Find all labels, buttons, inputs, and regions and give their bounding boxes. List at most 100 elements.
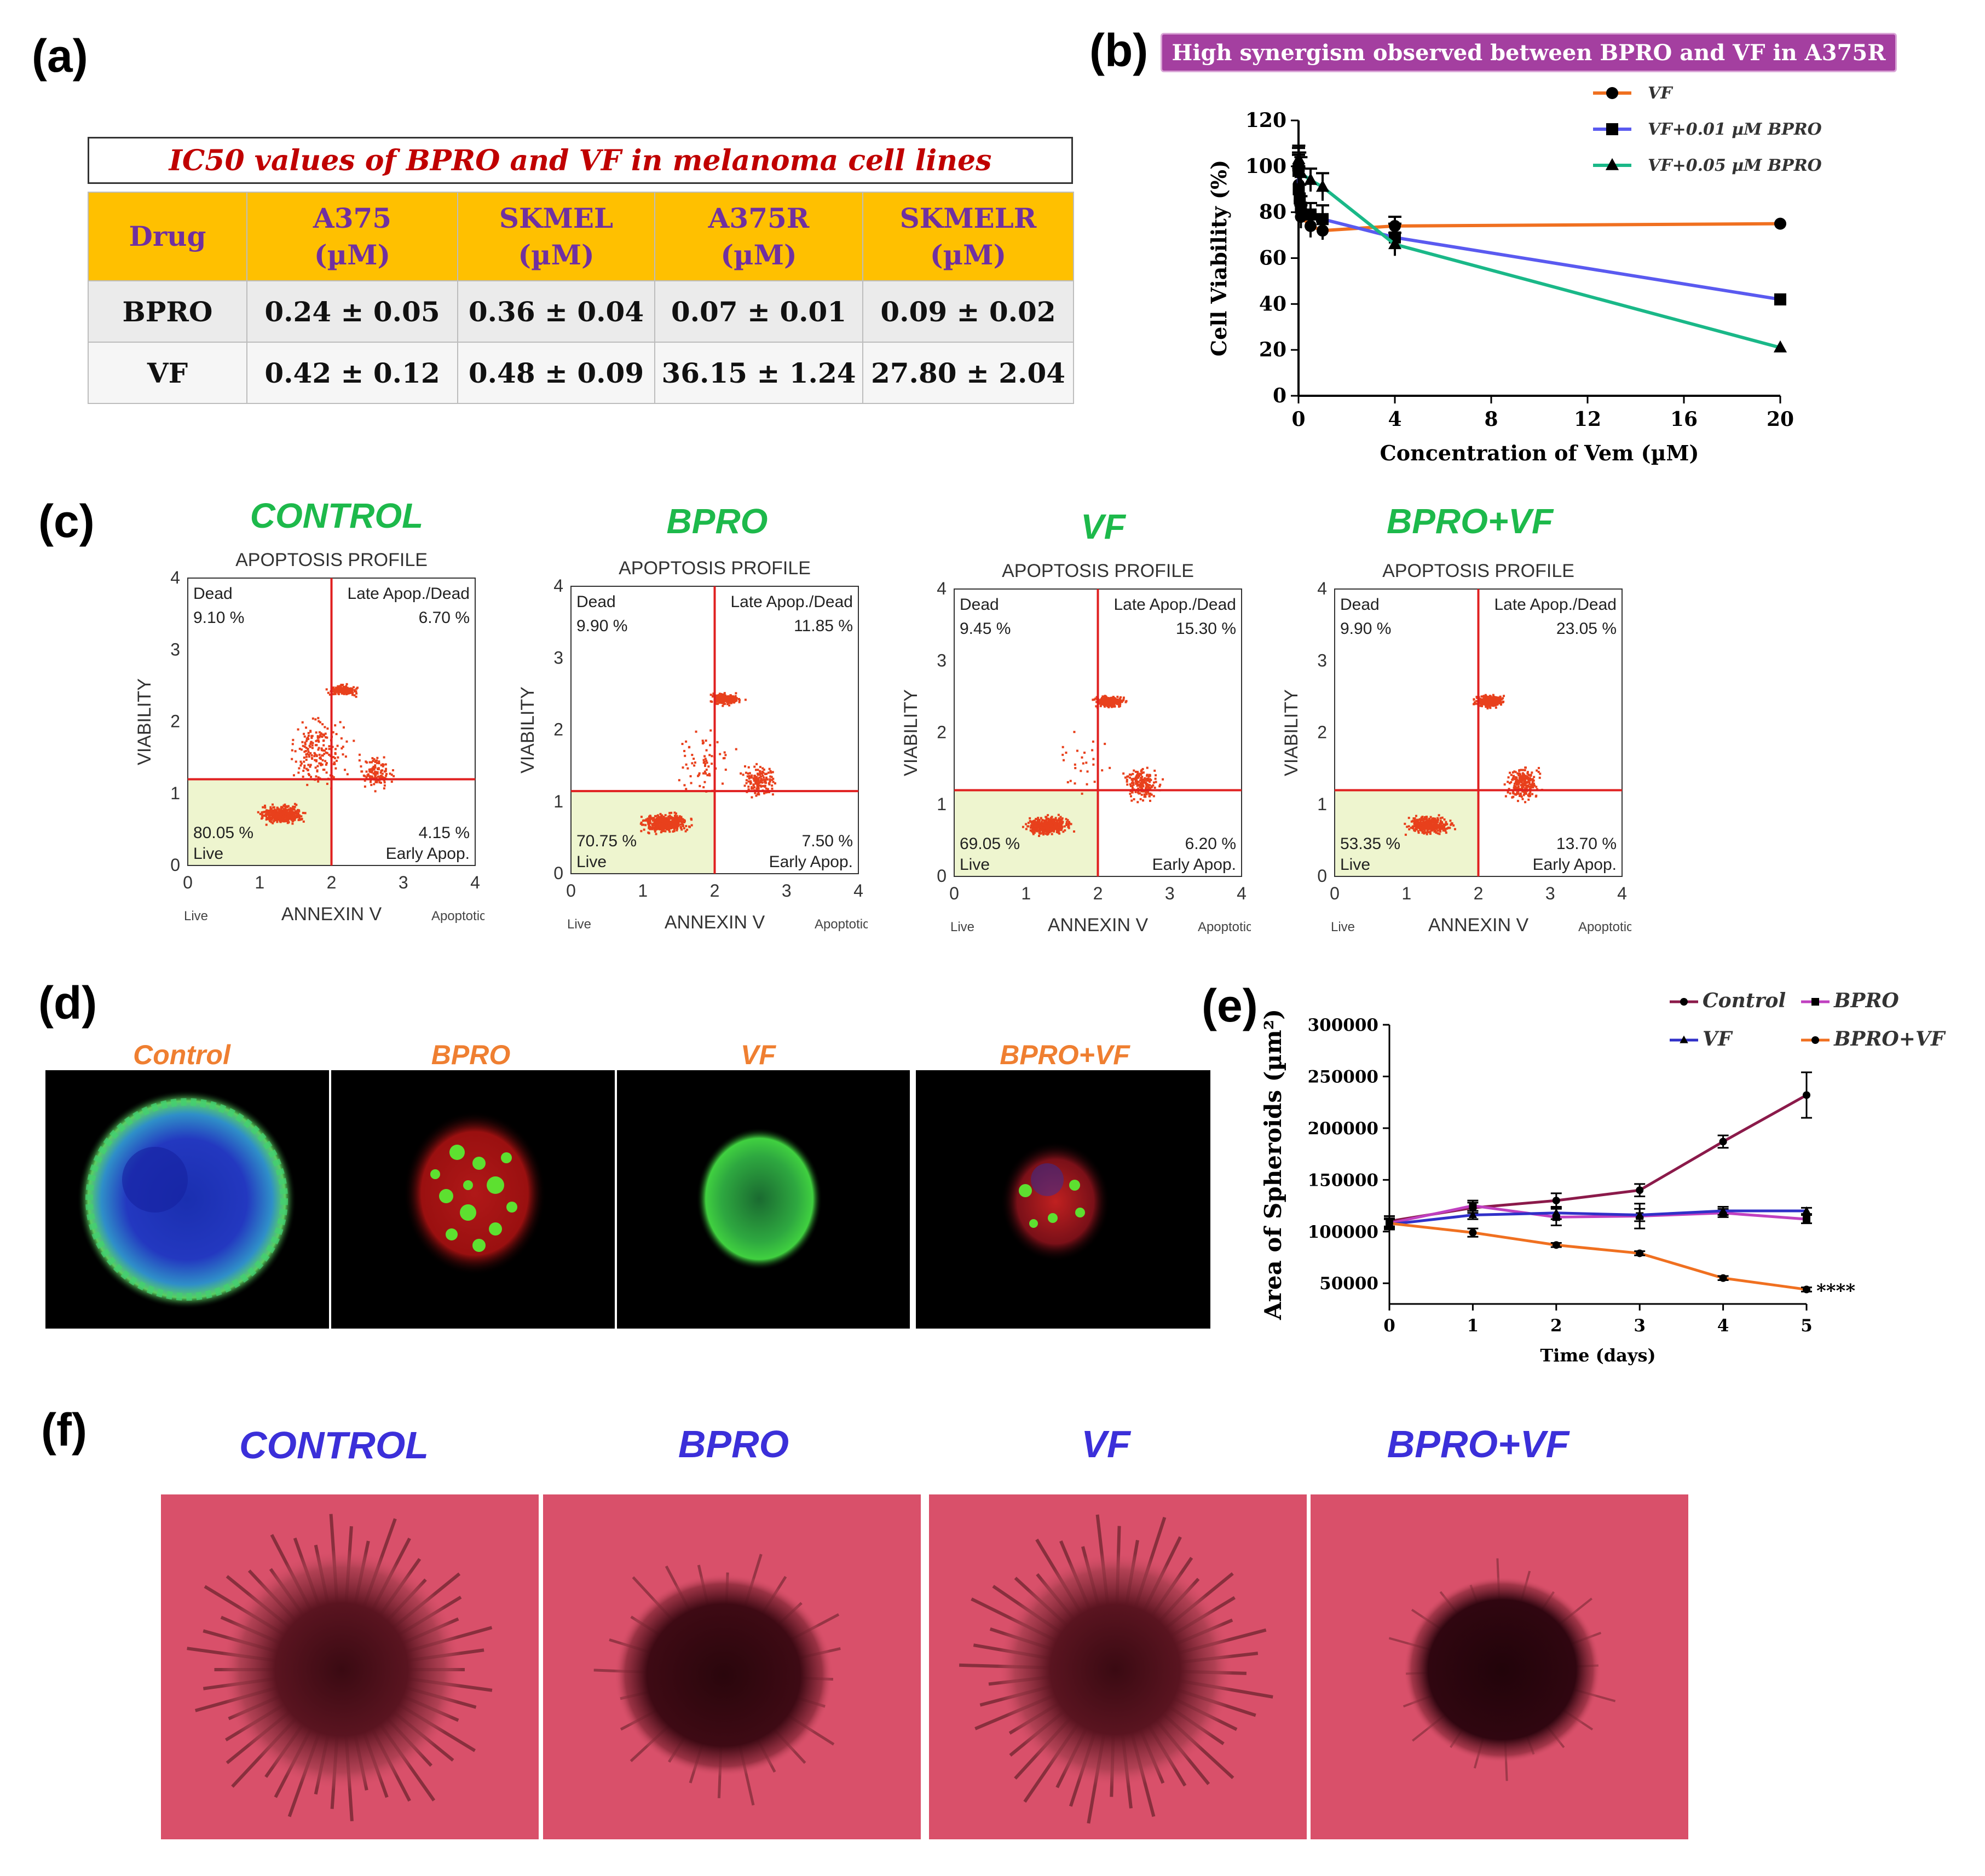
event-point [302,820,305,823]
event-point [701,740,704,742]
event-point [760,785,763,788]
event-point [648,823,650,826]
event-point [679,818,682,821]
event-point [370,761,373,764]
event-point [759,772,761,775]
event-point [298,815,301,817]
event-point [264,813,267,816]
event-point [640,823,643,826]
event-point [332,776,335,778]
table-cell: 0.07 ± 0.01 [654,280,863,343]
event-point [1141,784,1144,787]
event-point [748,772,751,775]
event-point [1513,786,1515,789]
event-point [370,768,372,771]
event-point [1426,821,1429,824]
event-point [1429,830,1432,833]
event-point [1422,825,1424,828]
event-point [1146,766,1149,769]
event-point [337,689,340,691]
event-point [682,820,684,823]
event-point [761,774,764,777]
event-point [1159,783,1162,786]
event-point [272,822,274,824]
event-point [1413,822,1416,825]
event-point [660,819,663,822]
x-tick-label: 8 [1484,408,1498,431]
event-point [1515,786,1517,789]
event-point [302,770,305,772]
series-1: VF+0.01 µM BPRO [1292,120,1822,305]
data-point [1388,237,1402,250]
event-point [1427,819,1429,822]
event-point [318,753,321,756]
event-point [677,825,679,828]
event-point [1407,825,1410,828]
data-point [1386,1219,1393,1227]
event-point [1051,833,1053,835]
event-point [1139,779,1141,782]
event-point [1420,819,1423,822]
y-tick-label: 150000 [1308,1170,1378,1190]
event-point [1149,792,1152,795]
event-point [317,780,320,783]
event-point [691,754,694,757]
event-point [1104,742,1106,745]
event-point [1137,776,1140,779]
event-point [1034,829,1036,832]
event-point [726,696,729,699]
event-point [709,729,712,732]
event-point [317,748,320,751]
event-point [1440,827,1442,830]
event-point [1418,818,1421,821]
event-point [1083,751,1086,754]
event-point [283,808,286,811]
event-point [389,772,391,775]
live-quadrant-fill [954,790,1098,876]
event-point [1537,771,1540,774]
x-left-note: Live [184,909,208,923]
event-point [745,771,747,774]
y-tick-label: 300000 [1308,1015,1378,1035]
event-point [1038,835,1041,838]
event-point [1423,829,1426,832]
event-point [317,717,320,719]
event-point [1063,825,1066,828]
event-point [1047,817,1050,820]
event-point [768,783,771,786]
event-point [766,791,769,794]
data-point [1293,157,1307,169]
event-point [658,818,661,821]
event-point [1430,823,1433,826]
event-point [1113,699,1116,701]
event-point [268,819,271,822]
event-point [723,692,726,695]
event-point [304,812,307,815]
event-point [1435,821,1438,824]
event-point [1141,781,1144,783]
event-point [1414,828,1417,830]
event-point [1496,696,1498,699]
event-point [718,701,720,704]
event-point [731,697,734,700]
event-point [1035,823,1037,826]
event-point [1515,780,1517,783]
event-point [323,753,326,755]
event-point [1124,701,1127,703]
event-point [1485,696,1488,699]
event-point [693,764,696,767]
legend-marker [1680,1035,1688,1043]
event-point [1434,817,1436,820]
event-point [316,770,319,773]
event-point [1535,786,1538,788]
event-point [1422,828,1425,831]
event-point [1129,776,1132,779]
event-point [291,758,293,760]
event-point [273,815,276,817]
event-point [1524,776,1527,779]
event-point [1081,792,1083,795]
event-point [1029,829,1032,832]
event-point [1141,778,1144,781]
event-point [1521,776,1524,778]
event-point [764,773,767,776]
